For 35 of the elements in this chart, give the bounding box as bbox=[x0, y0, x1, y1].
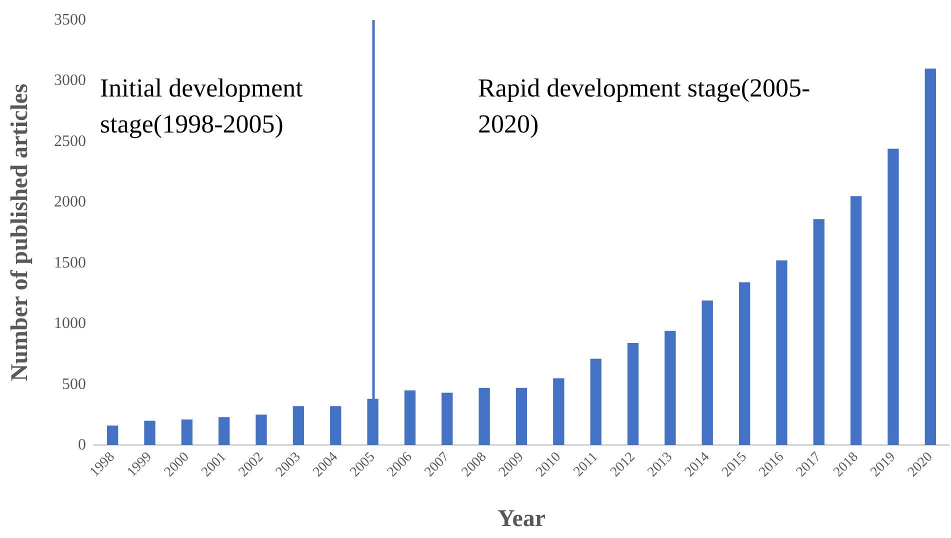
bar bbox=[888, 148, 899, 445]
bar bbox=[330, 406, 342, 445]
y-tick-label: 3000 bbox=[54, 72, 86, 90]
bar bbox=[664, 330, 676, 445]
y-tick-label: 500 bbox=[62, 376, 86, 393]
bar bbox=[292, 406, 304, 445]
x-tick-label: 2011 bbox=[571, 450, 602, 480]
bar bbox=[404, 390, 416, 445]
bar bbox=[813, 219, 824, 445]
y-tick-label: 3500 bbox=[54, 12, 86, 28]
annotation: Initial development stage(1998-2005) bbox=[100, 74, 304, 138]
bar bbox=[218, 417, 230, 445]
bar bbox=[702, 300, 713, 445]
bar bbox=[442, 392, 453, 445]
annotation: Rapid development stage(2005- 2020) bbox=[478, 74, 810, 138]
y-tick-label: 2500 bbox=[54, 132, 86, 150]
y-tick-label: 1500 bbox=[54, 254, 86, 272]
bar bbox=[924, 68, 936, 445]
bar bbox=[627, 343, 639, 445]
y-tick-label: 1000 bbox=[54, 315, 86, 332]
bar bbox=[144, 420, 156, 445]
x-axis-title: Year bbox=[498, 506, 546, 532]
bar bbox=[553, 378, 564, 445]
bar bbox=[181, 420, 193, 445]
y-tick-label: 0 bbox=[78, 436, 86, 454]
y-axis-title: Number of published articles bbox=[7, 84, 33, 382]
y-tick-label: 2000 bbox=[54, 194, 86, 211]
bar bbox=[738, 282, 750, 445]
bar bbox=[107, 426, 118, 445]
bar bbox=[516, 388, 528, 445]
bar bbox=[256, 414, 267, 445]
bar bbox=[478, 388, 490, 445]
bar bbox=[590, 358, 602, 445]
bar bbox=[850, 196, 862, 445]
bar bbox=[776, 260, 788, 445]
